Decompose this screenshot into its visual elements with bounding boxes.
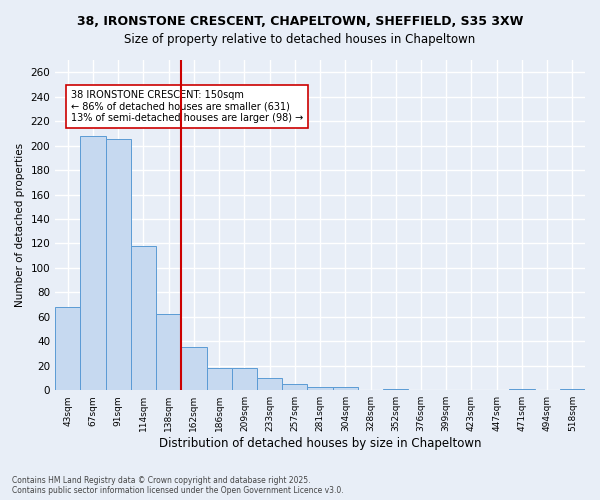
Text: Size of property relative to detached houses in Chapeltown: Size of property relative to detached ho… <box>124 32 476 46</box>
Bar <box>156 314 181 390</box>
Y-axis label: Number of detached properties: Number of detached properties <box>15 143 25 307</box>
Bar <box>55 307 80 390</box>
Text: 38 IRONSTONE CRESCENT: 150sqm
← 86% of detached houses are smaller (631)
13% of : 38 IRONSTONE CRESCENT: 150sqm ← 86% of d… <box>71 90 304 123</box>
Text: 38, IRONSTONE CRESCENT, CHAPELTOWN, SHEFFIELD, S35 3XW: 38, IRONSTONE CRESCENT, CHAPELTOWN, SHEF… <box>77 15 523 28</box>
Bar <box>509 389 535 390</box>
Bar <box>232 368 257 390</box>
Bar <box>560 389 585 390</box>
Bar <box>332 386 358 390</box>
Bar <box>257 378 282 390</box>
Bar <box>80 136 106 390</box>
Bar <box>131 246 156 390</box>
X-axis label: Distribution of detached houses by size in Chapeltown: Distribution of detached houses by size … <box>159 437 481 450</box>
Bar <box>307 386 332 390</box>
Bar <box>181 348 206 390</box>
Bar <box>106 140 131 390</box>
Bar <box>282 384 307 390</box>
Bar <box>206 368 232 390</box>
Bar <box>383 389 409 390</box>
Text: Contains HM Land Registry data © Crown copyright and database right 2025.
Contai: Contains HM Land Registry data © Crown c… <box>12 476 344 495</box>
